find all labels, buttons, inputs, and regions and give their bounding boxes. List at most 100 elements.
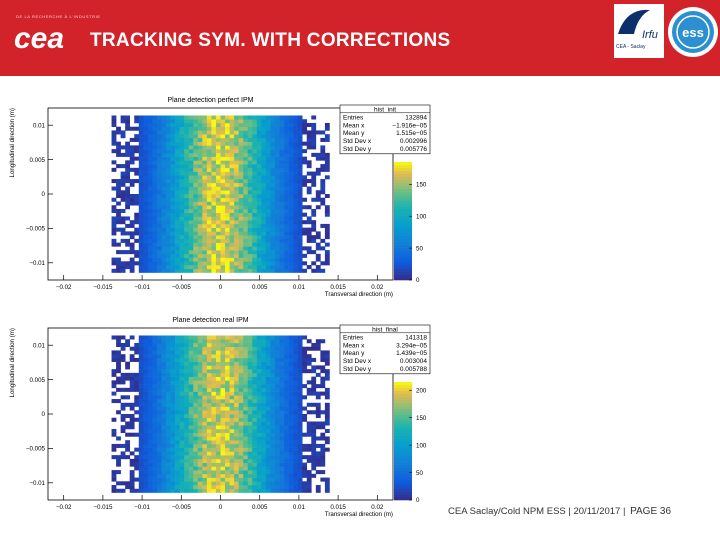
heatmap-cell [252,406,258,411]
heatmap-cell [247,152,253,157]
heatmap-cell [261,361,267,366]
heatmap-cell [184,365,190,370]
heatmap-cell [202,406,208,411]
heatmap-cell [143,376,149,381]
heatmap-cell [206,186,212,191]
heatmap-cell [138,365,144,370]
heatmap-cell [288,417,294,422]
heatmap-cell [125,361,131,366]
heatmap-cell [306,246,312,251]
heatmap-plot-perfect-ipm: Plane detection perfect IPM−0.02 −0.015 −0… [9,97,431,298]
heatmap-cell [293,223,298,228]
heatmap-cell [161,137,167,142]
heatmap-cell [320,223,326,228]
heatmap-cell [270,126,276,131]
heatmap-cell [297,137,303,142]
heatmap-cell [315,205,321,210]
heatmap-cell [179,152,185,157]
heatmap-cell [256,488,262,493]
heatmap-cell [265,182,271,187]
heatmap-cell [193,354,199,359]
heatmap-cell [134,220,140,225]
heatmap-cell [197,428,203,433]
heatmap-cell [211,137,217,142]
heatmap-cell [152,346,158,351]
heatmap-cell [215,369,221,374]
heatmap-cell [170,197,176,202]
page-title: TRACKING SYM. WITH CORRECTIONS [90,30,451,51]
heatmap-cell [229,205,235,210]
heatmap-cell [256,253,262,258]
heatmap-cell [138,167,144,172]
heatmap-cell [311,152,317,157]
heatmap-cell [279,201,285,206]
heatmap-cell [238,186,244,191]
heatmap-cell [152,384,158,389]
heatmap-cell [252,130,258,135]
heatmap-cell [265,119,271,124]
heatmap-cell [193,455,199,460]
heatmap-cell [184,354,190,359]
heatmap-cell [206,242,212,247]
heatmap-cell [125,126,131,131]
heatmap-cell [193,268,199,273]
heatmap-cell [238,205,244,210]
heatmap-cell [156,354,162,359]
heatmap-cell [220,365,226,370]
heatmap-cell [324,402,330,407]
heatmap-cell [143,164,149,169]
heatmap-cell [184,205,190,210]
z-tick-label: 200 [416,387,427,394]
heatmap-cell [274,354,280,359]
heatmap-cell [225,402,230,407]
heatmap-cell [247,387,253,392]
heatmap-cell [156,462,162,467]
heatmap-cell [297,201,303,206]
heatmap-cell [211,335,217,340]
y-tick-label: 0 [42,411,46,418]
heatmap-cell [143,212,149,217]
heatmap-cell [270,462,276,467]
heatmap-cell [261,470,267,475]
heatmap-cell [166,414,171,419]
heatmap-cell [311,451,317,456]
heatmap-cell [111,391,117,396]
heatmap-cell [252,227,258,232]
heatmap-cell [302,261,308,266]
heatmap-cell [225,212,230,217]
heatmap-cell [215,339,221,344]
heatmap-cell [297,238,303,243]
heatmap-cell [279,186,285,191]
heatmap-cell [125,421,131,426]
heatmap-cell [116,190,121,195]
heatmap-cell [125,261,131,266]
heatmap-cell [166,466,171,471]
heatmap-cell [234,164,239,169]
heatmap-cell [125,119,131,124]
heatmap-cell [297,399,303,404]
heatmap-cell [324,175,330,180]
heatmap-cell [156,130,162,135]
heatmap-cell [125,160,131,165]
heatmap-cell [152,361,158,366]
heatmap-cell [152,149,158,154]
heatmap-cell [138,342,144,347]
heatmap-cell [175,212,180,217]
heatmap-cell [202,417,208,422]
heatmap-cell [197,447,203,452]
heatmap-cell [297,455,303,460]
heatmap-cell [252,425,258,430]
heatmap-cell [156,369,162,374]
heatmap-cell [238,357,244,362]
heatmap-cell [234,190,239,195]
heatmap-cell [116,342,121,347]
heatmap-cell [234,212,239,217]
heatmap-cell [147,130,153,135]
heatmap-cell [252,357,258,362]
heatmap-cell [293,115,298,120]
heatmap-cell [238,134,244,139]
heatmap-cell [175,417,180,422]
heatmap-cell [211,186,217,191]
heatmap-cell [247,447,253,452]
heatmap-cell [297,417,303,422]
